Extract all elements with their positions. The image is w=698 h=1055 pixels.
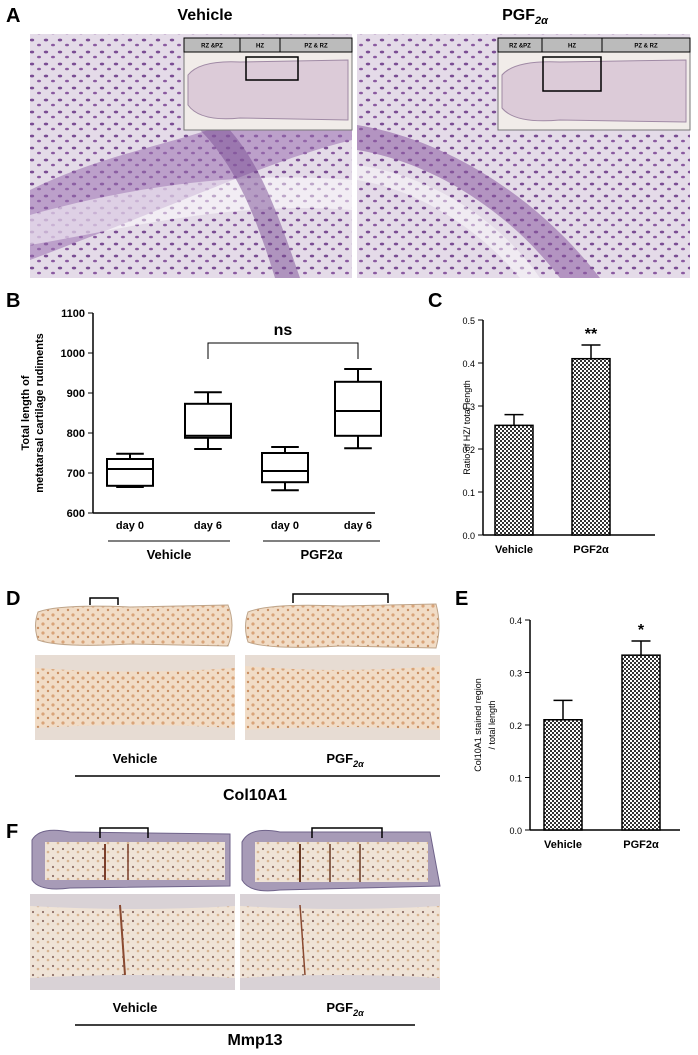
x-tick-label: Vehicle — [544, 839, 582, 851]
y-tick-label: 0.5 — [462, 316, 475, 326]
y-axis-label: metatarsal cartilage rudiments — [34, 333, 46, 493]
y-tick-label: 0.0 — [509, 826, 522, 836]
bar — [571, 357, 611, 536]
zone-label: HZ — [568, 44, 576, 50]
x-tick-label: Vehicle — [495, 544, 533, 556]
x-tick-label: day 6 — [344, 520, 372, 532]
y-tick-label: 1000 — [61, 348, 85, 360]
y-tick-label: 0.4 — [509, 616, 522, 626]
zone-label: RZ &PZ — [509, 44, 531, 50]
specimen-image — [30, 827, 441, 990]
bar — [543, 719, 583, 831]
y-tick-label: 0.1 — [462, 488, 475, 498]
y-axis-label: / total length — [487, 700, 497, 749]
y-tick-label: 800 — [67, 428, 85, 440]
panel-label: C — [428, 290, 442, 312]
annotation: * — [638, 622, 645, 639]
bracket — [207, 342, 359, 359]
zone-label: HZ — [256, 44, 264, 50]
y-axis-label: Ratio of HZ/ total length — [462, 380, 472, 475]
y-axis-label: Col10A1 stained region — [473, 678, 483, 772]
image-label: PGF2α — [326, 1000, 364, 1018]
y-tick-label: 0.4 — [462, 359, 475, 369]
panel-label: B — [6, 290, 20, 312]
group-label: Vehicle — [147, 547, 192, 562]
box — [184, 402, 232, 439]
y-tick-label: 0.3 — [509, 669, 522, 679]
panel-label: D — [6, 588, 20, 610]
title-base: PGF — [502, 7, 535, 24]
y-tick-label: 0.2 — [462, 445, 475, 455]
image-title: Vehicle — [177, 7, 232, 24]
label-base: PGF — [326, 751, 353, 766]
x-tick-label: PGF2α — [623, 839, 659, 851]
y-tick-label: 0.1 — [509, 774, 522, 784]
specimen-image — [35, 593, 440, 740]
label-base: PGF — [326, 1000, 353, 1015]
panel-label: A — [6, 5, 20, 27]
x-tick-label: day 0 — [271, 520, 299, 532]
y-tick-label: 600 — [67, 508, 85, 520]
image-label: PGF2α — [326, 751, 364, 769]
image-label: Vehicle — [113, 751, 158, 766]
zone-label: RZ &PZ — [201, 44, 223, 50]
bar — [494, 424, 534, 536]
image-label: Vehicle — [113, 1000, 158, 1015]
box — [334, 380, 382, 437]
label-sub: 2α — [352, 1008, 364, 1018]
title-sub: 2α — [534, 15, 549, 27]
label-sub: 2α — [352, 759, 364, 769]
box — [261, 452, 309, 484]
y-tick-label: 0.2 — [509, 721, 522, 731]
image-title: PGF2α — [502, 7, 549, 27]
marker-label: Mmp13 — [227, 1032, 282, 1049]
y-tick-label: 900 — [67, 388, 85, 400]
bar — [621, 654, 661, 831]
zone-label: PZ & RZ — [634, 44, 658, 50]
x-tick-label: day 6 — [194, 520, 222, 532]
x-tick-label: PGF2α — [573, 544, 609, 556]
annotation: ns — [274, 322, 293, 339]
panel-label: F — [6, 821, 18, 843]
marker-label: Col10A1 — [223, 787, 287, 804]
x-tick-label: day 0 — [116, 520, 144, 532]
y-tick-label: 700 — [67, 468, 85, 480]
y-tick-label: 0.3 — [462, 402, 475, 412]
annotation: ** — [585, 326, 598, 343]
zone-label: PZ & RZ — [304, 44, 328, 50]
y-axis-label: Total length of — [20, 375, 32, 450]
box — [106, 458, 154, 487]
y-tick-label: 0.0 — [462, 531, 475, 541]
panel-label: E — [455, 588, 468, 610]
group-label: PGF2α — [301, 547, 343, 562]
inset: RZ &PZ HZ PZ & RZ — [497, 37, 691, 131]
y-tick-label: 1100 — [61, 308, 85, 320]
inset: RZ &PZ HZ PZ & RZ — [183, 37, 353, 131]
